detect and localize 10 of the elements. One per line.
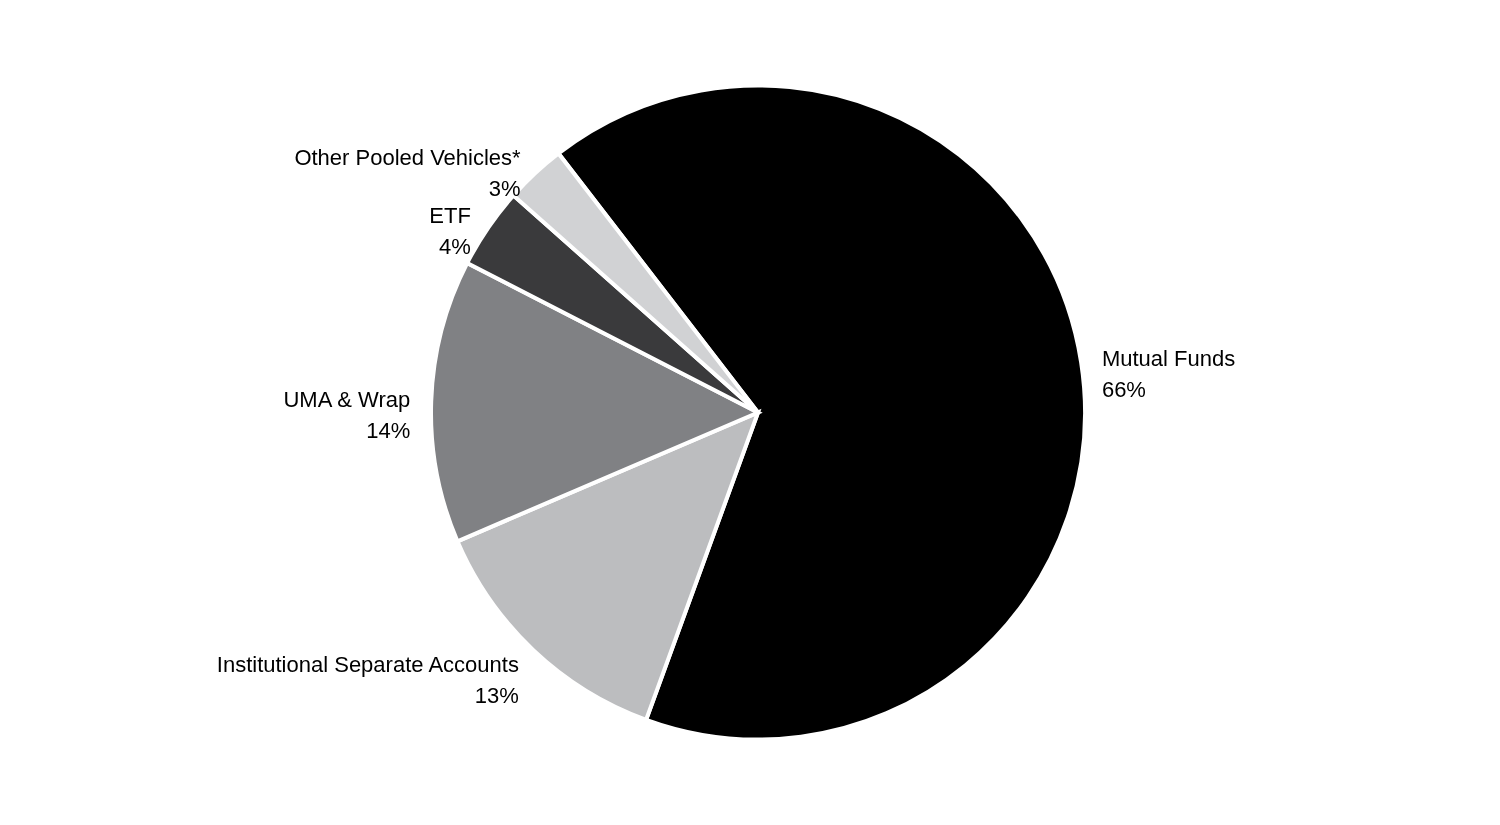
data-label: 14%: [366, 418, 411, 444]
data-label: 66%: [1101, 377, 1146, 403]
slice-label: Institutional Separate Accounts: [216, 652, 519, 678]
slice-label: UMA & Wrap: [283, 387, 411, 413]
slice-label: Mutual Funds: [1101, 346, 1236, 372]
data-label: 3%: [488, 175, 521, 201]
data-label: 13%: [474, 683, 519, 709]
slice-label: Other Pooled Vehicles*: [294, 144, 522, 170]
data-label: 4%: [439, 233, 471, 259]
slice-label: ETF: [429, 202, 471, 228]
